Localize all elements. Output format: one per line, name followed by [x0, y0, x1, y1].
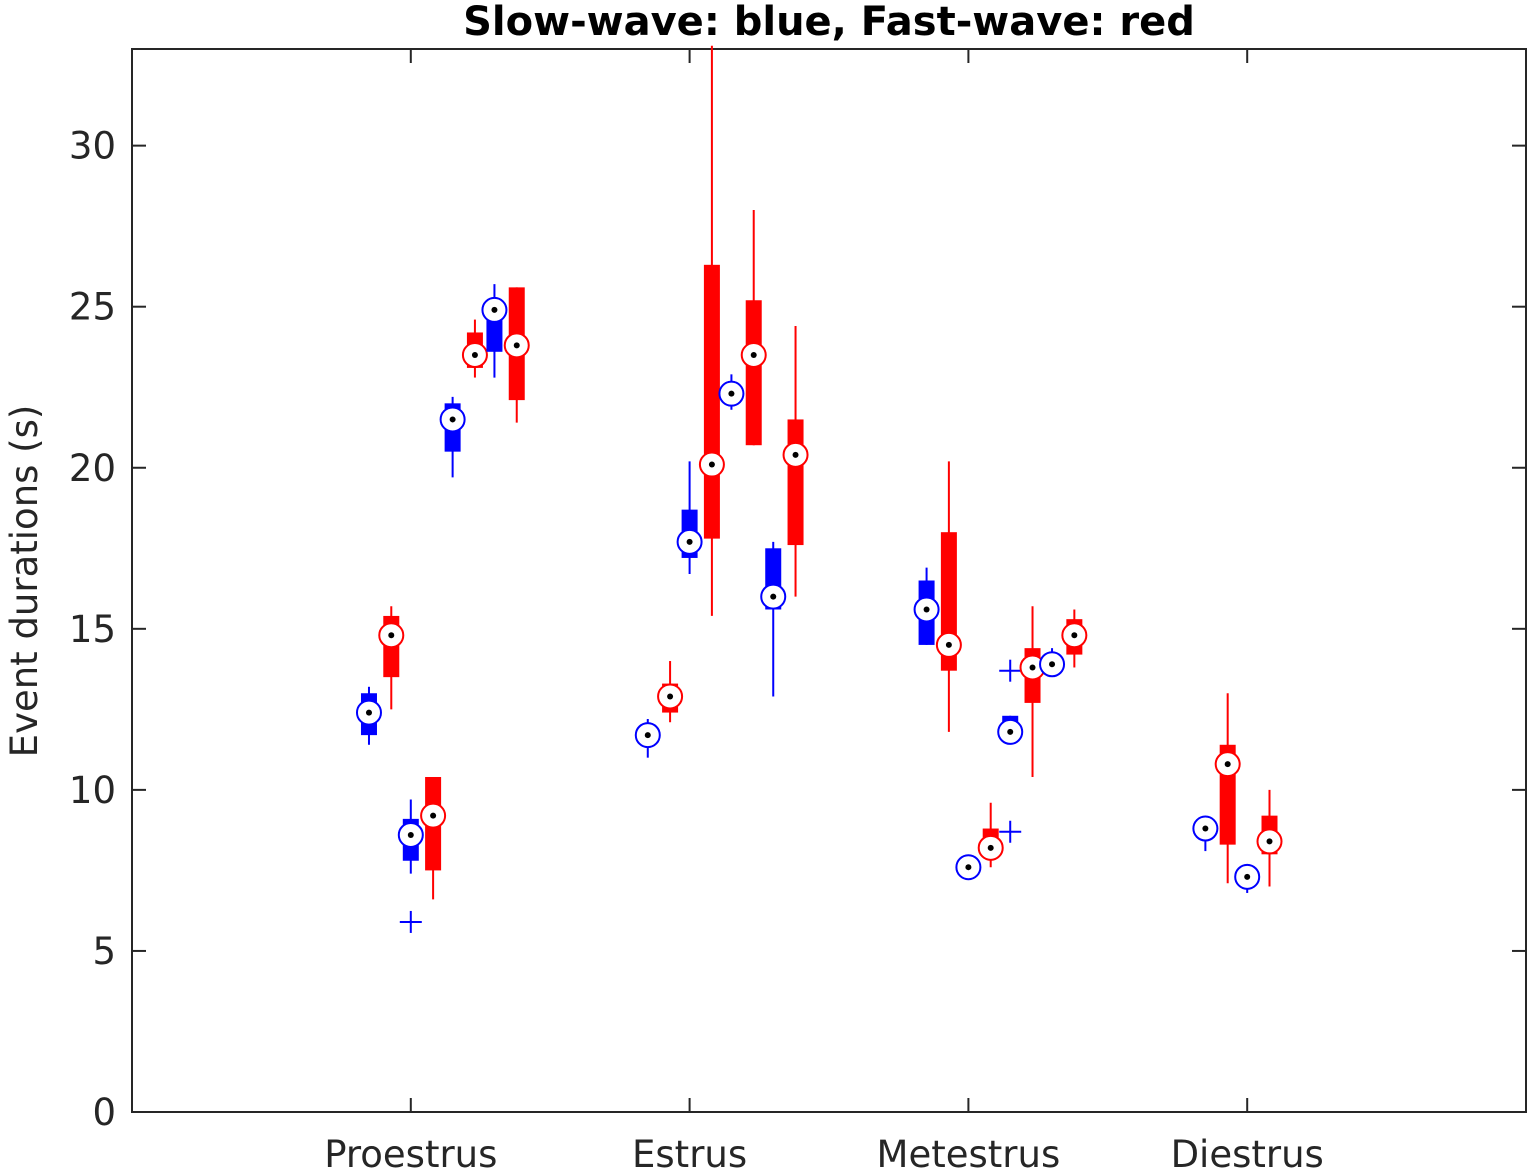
box: [703, 264, 720, 539]
fast-wave-box-metestrus: [1019, 606, 1046, 777]
y-tick-label: 20: [69, 447, 116, 490]
x-tick-label: Estrus: [632, 1133, 747, 1173]
median-dot: [513, 342, 520, 349]
y-tick-label: 30: [69, 125, 116, 168]
median-dot: [1244, 873, 1251, 880]
slow-wave-box-diestrus: [1192, 815, 1219, 852]
median-dot: [430, 812, 437, 819]
y-tick-label: 0: [92, 1091, 116, 1134]
fast-wave-box-diestrus: [1214, 693, 1241, 884]
median-dot: [449, 416, 456, 423]
median-dot: [1071, 632, 1078, 639]
box: [787, 419, 804, 546]
box-series: [355, 45, 1283, 933]
slow-wave-box-diestrus: [1234, 863, 1261, 893]
median-dot: [770, 593, 777, 600]
median-dot: [388, 632, 395, 639]
slow-wave-box-metestrus: [997, 659, 1024, 843]
fast-wave-box-proestrus: [461, 319, 488, 378]
x-tick-label: Diestrus: [1171, 1133, 1324, 1173]
y-tick-label: 25: [69, 286, 116, 329]
slow-wave-box-proestrus: [355, 686, 382, 745]
chart-title: Slow-wave: blue, Fast-wave: red: [463, 0, 1195, 45]
median-dot: [1007, 728, 1014, 735]
y-tick-label: 5: [92, 930, 116, 973]
x-tick-label: Proestrus: [324, 1133, 497, 1173]
fast-wave-box-estrus: [740, 210, 767, 446]
median-dot: [1224, 761, 1231, 768]
median-dot: [923, 606, 930, 613]
slow-wave-box-proestrus: [481, 284, 508, 378]
x-axis: Proestrus Estrus Metestrus Diestrus: [324, 49, 1324, 1173]
fast-wave-box-estrus: [657, 661, 684, 723]
slow-wave-box-estrus: [634, 719, 661, 758]
slow-wave-box-estrus: [718, 374, 745, 410]
median-dot: [471, 352, 478, 359]
slow-wave-box-estrus: [760, 541, 787, 697]
y-tick-label: 15: [69, 608, 116, 651]
fast-wave-box-diestrus: [1256, 789, 1283, 887]
median-dot: [686, 538, 693, 545]
median-dot: [644, 732, 651, 739]
median-dot: [407, 831, 414, 838]
median-dot: [945, 641, 952, 648]
plot-area: [131, 48, 1527, 1113]
median-dot: [987, 844, 994, 851]
median-dot: [728, 390, 735, 397]
fast-wave-box-metestrus: [935, 461, 962, 732]
y-axis-label: Event durations (s): [3, 405, 46, 758]
y-tick-label: 10: [69, 769, 116, 812]
x-tick-label: Metestrus: [877, 1133, 1061, 1173]
median-dot: [792, 451, 799, 458]
median-dot: [708, 461, 715, 468]
y-axis: 0 5 10 15 20 25 30: [69, 125, 1526, 1134]
fast-wave-box-metestrus: [977, 802, 1004, 868]
fast-wave-box-estrus: [782, 326, 809, 597]
fast-wave-box-proestrus: [503, 287, 530, 423]
slow-wave-box-metestrus: [955, 854, 982, 881]
median-dot: [491, 306, 498, 313]
median-dot: [1029, 664, 1036, 671]
slow-wave-box-proestrus: [397, 799, 424, 933]
fast-wave-box-proestrus: [420, 776, 447, 900]
slow-wave-box-metestrus: [1039, 648, 1066, 678]
median-dot: [1202, 825, 1209, 832]
fast-wave-box-metestrus: [1061, 609, 1088, 668]
fast-wave-box-proestrus: [378, 606, 405, 710]
median-dot: [1049, 661, 1056, 668]
box: [745, 300, 762, 446]
median-dot: [365, 709, 372, 716]
median-dot: [1266, 838, 1273, 845]
median-dot: [667, 693, 674, 700]
median-dot: [965, 864, 972, 871]
median-dot: [750, 352, 757, 359]
fast-wave-box-estrus: [698, 45, 725, 616]
slow-wave-box-estrus: [676, 461, 703, 575]
slow-wave-box-metestrus: [913, 567, 940, 645]
slow-wave-box-proestrus: [439, 396, 466, 478]
